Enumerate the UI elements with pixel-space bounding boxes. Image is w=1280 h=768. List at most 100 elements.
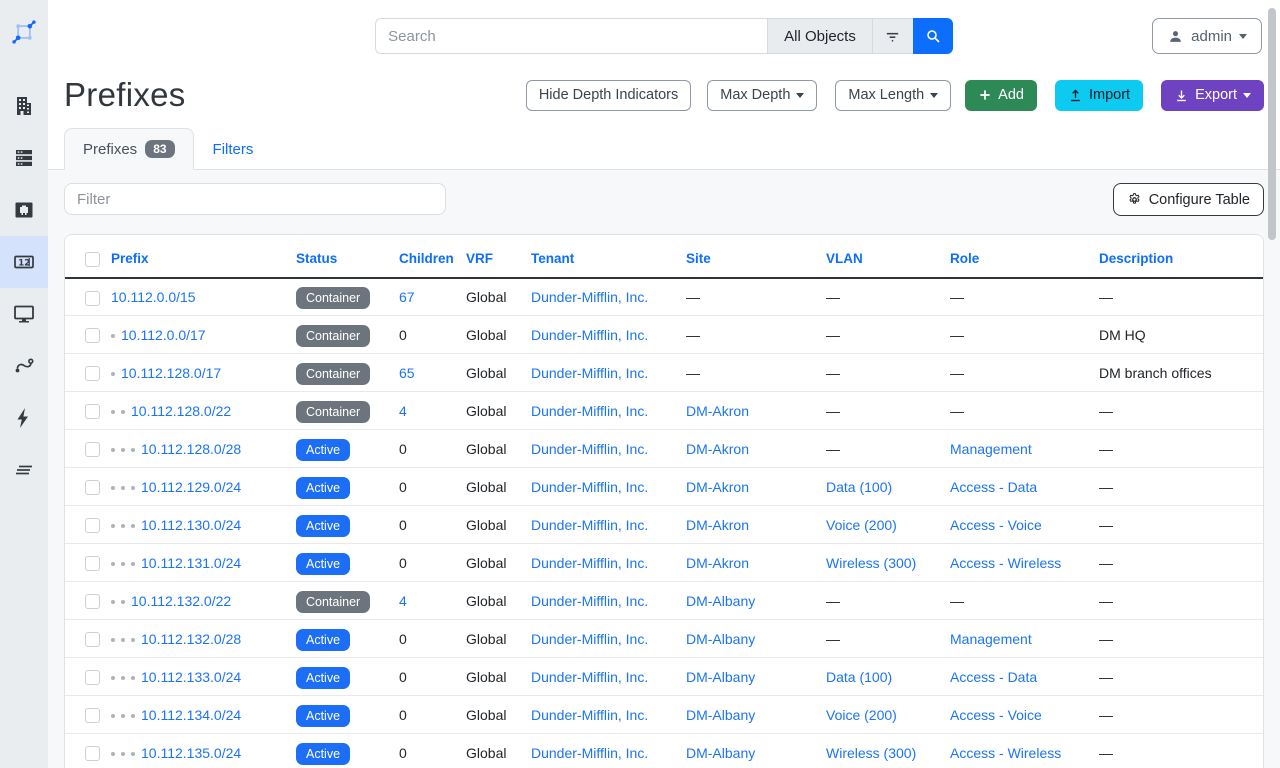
row-checkbox[interactable] bbox=[85, 632, 100, 648]
tenant-link[interactable]: Dunder-Mifflin, Inc. bbox=[531, 592, 649, 609]
search-filter-button[interactable] bbox=[871, 18, 913, 54]
role-link[interactable]: Access - Data bbox=[950, 668, 1038, 685]
role-link[interactable]: Access - Voice bbox=[950, 516, 1042, 533]
sidebar-item-ipam[interactable]: 1 2 bbox=[0, 236, 48, 288]
prefix-link[interactable]: 10.112.130.0/24 bbox=[141, 516, 242, 533]
site-link[interactable]: DM-Akron bbox=[686, 440, 750, 457]
hide-depth-indicators-button[interactable]: Hide Depth Indicators bbox=[525, 79, 692, 111]
prefix-link[interactable]: 10.112.133.0/24 bbox=[141, 668, 242, 685]
row-checkbox[interactable] bbox=[85, 746, 100, 762]
sidebar-item-organization[interactable] bbox=[0, 80, 48, 132]
tenant-link[interactable]: Dunder-Mifflin, Inc. bbox=[531, 364, 649, 381]
column-sort-status[interactable]: Status bbox=[296, 251, 338, 267]
tenant-link[interactable]: Dunder-Mifflin, Inc. bbox=[531, 744, 649, 761]
prefix-link[interactable]: 10.112.0.0/15 bbox=[111, 289, 196, 306]
tenant-link[interactable]: Dunder-Mifflin, Inc. bbox=[531, 516, 649, 533]
prefix-link[interactable]: 10.112.128.0/22 bbox=[131, 402, 232, 419]
site-link[interactable]: DM-Albany bbox=[686, 706, 756, 723]
tab-filters[interactable]: Filters bbox=[212, 141, 254, 158]
row-checkbox[interactable] bbox=[85, 518, 100, 534]
tab-prefixes[interactable]: Prefixes 83 bbox=[64, 128, 194, 170]
column-sort-site[interactable]: Site bbox=[686, 251, 711, 267]
site-link[interactable]: DM-Albany bbox=[686, 744, 756, 761]
children-count-link[interactable]: 65 bbox=[399, 364, 415, 381]
row-checkbox[interactable] bbox=[85, 366, 100, 382]
site-link[interactable]: DM-Albany bbox=[686, 630, 756, 647]
tenant-link[interactable]: Dunder-Mifflin, Inc. bbox=[531, 668, 649, 685]
vlan-link[interactable]: Voice (200) bbox=[826, 706, 897, 723]
row-checkbox[interactable] bbox=[85, 708, 100, 724]
column-sort-children[interactable]: Children bbox=[399, 251, 454, 267]
children-count-link[interactable]: 67 bbox=[399, 289, 415, 306]
site-link[interactable]: DM-Albany bbox=[686, 592, 756, 609]
search-submit-button[interactable] bbox=[912, 18, 953, 54]
row-checkbox[interactable] bbox=[85, 556, 100, 572]
role-link[interactable]: Management bbox=[950, 440, 1032, 457]
row-checkbox[interactable] bbox=[85, 290, 100, 306]
role-link[interactable]: Access - Wireless bbox=[950, 554, 1062, 571]
prefix-link[interactable]: 10.112.135.0/24 bbox=[141, 744, 242, 761]
prefix-link[interactable]: 10.112.128.0/17 bbox=[121, 364, 222, 381]
search-input[interactable] bbox=[375, 18, 768, 54]
export-dropdown[interactable]: Export bbox=[1161, 79, 1264, 111]
prefix-link[interactable]: 10.112.0.0/17 bbox=[121, 326, 206, 343]
select-all-checkbox[interactable] bbox=[85, 251, 100, 267]
row-checkbox[interactable] bbox=[85, 328, 100, 344]
children-count-link[interactable]: 4 bbox=[399, 592, 407, 609]
vlan-link[interactable]: Wireless (300) bbox=[826, 744, 917, 761]
row-checkbox[interactable] bbox=[85, 404, 100, 420]
site-link[interactable]: DM-Akron bbox=[686, 402, 750, 419]
vlan-link[interactable]: Data (100) bbox=[826, 478, 893, 495]
site-link[interactable]: DM-Akron bbox=[686, 478, 750, 495]
column-sort-vrf[interactable]: VRF bbox=[466, 251, 493, 267]
import-button[interactable]: Import bbox=[1054, 79, 1144, 111]
vlan-link[interactable]: Voice (200) bbox=[826, 516, 897, 533]
tenant-link[interactable]: Dunder-Mifflin, Inc. bbox=[531, 554, 649, 571]
tenant-link[interactable]: Dunder-Mifflin, Inc. bbox=[531, 402, 649, 419]
tenant-link[interactable]: Dunder-Mifflin, Inc. bbox=[531, 289, 649, 306]
max-depth-dropdown[interactable]: Max Depth bbox=[707, 79, 818, 111]
column-sort-prefix[interactable]: Prefix bbox=[111, 251, 149, 267]
tenant-link[interactable]: Dunder-Mifflin, Inc. bbox=[531, 440, 649, 457]
role-link[interactable]: Management bbox=[950, 630, 1032, 647]
page-scrollbar-thumb[interactable] bbox=[1268, 8, 1276, 240]
prefix-link[interactable]: 10.112.131.0/24 bbox=[141, 554, 242, 571]
children-count-link[interactable]: 4 bbox=[399, 402, 407, 419]
column-sort-vlan[interactable]: VLAN bbox=[826, 251, 863, 267]
table-filter-input[interactable] bbox=[64, 183, 446, 215]
configure-table-button[interactable]: Configure Table bbox=[1112, 183, 1264, 216]
prefix-link[interactable]: 10.112.134.0/24 bbox=[141, 706, 242, 723]
column-sort-tenant[interactable]: Tenant bbox=[531, 251, 575, 267]
prefix-link[interactable]: 10.112.129.0/24 bbox=[141, 478, 242, 495]
row-checkbox[interactable] bbox=[85, 442, 100, 458]
column-sort-role[interactable]: Role bbox=[950, 251, 980, 267]
site-link[interactable]: DM-Akron bbox=[686, 516, 750, 533]
sidebar-item-provider-networks[interactable] bbox=[0, 444, 48, 496]
prefix-link[interactable]: 10.112.132.0/28 bbox=[141, 630, 242, 647]
site-link[interactable]: DM-Akron bbox=[686, 554, 750, 571]
sidebar-item-devices[interactable] bbox=[0, 132, 48, 184]
role-link[interactable]: Access - Voice bbox=[950, 706, 1042, 723]
prefix-link[interactable]: 10.112.132.0/22 bbox=[131, 592, 232, 609]
tenant-link[interactable]: Dunder-Mifflin, Inc. bbox=[531, 630, 649, 647]
max-length-dropdown[interactable]: Max Length bbox=[835, 79, 952, 111]
row-checkbox[interactable] bbox=[85, 480, 100, 496]
column-sort-description[interactable]: Description bbox=[1099, 251, 1174, 267]
tenant-link[interactable]: Dunder-Mifflin, Inc. bbox=[531, 326, 649, 343]
row-checkbox[interactable] bbox=[85, 670, 100, 686]
user-menu-button[interactable]: admin bbox=[1152, 18, 1262, 54]
role-link[interactable]: Access - Data bbox=[950, 478, 1038, 495]
sidebar-item-power[interactable] bbox=[0, 392, 48, 444]
tenant-link[interactable]: Dunder-Mifflin, Inc. bbox=[531, 478, 649, 495]
netbox-logo[interactable] bbox=[0, 0, 48, 64]
search-scope-button[interactable]: All Objects bbox=[767, 18, 872, 54]
site-link[interactable]: DM-Albany bbox=[686, 668, 756, 685]
role-link[interactable]: Access - Wireless bbox=[950, 744, 1062, 761]
prefix-link[interactable]: 10.112.128.0/28 bbox=[141, 440, 242, 457]
row-checkbox[interactable] bbox=[85, 594, 100, 610]
vlan-link[interactable]: Data (100) bbox=[826, 668, 893, 685]
sidebar-item-circuits[interactable] bbox=[0, 340, 48, 392]
sidebar-item-virtualization[interactable] bbox=[0, 288, 48, 340]
vlan-link[interactable]: Wireless (300) bbox=[826, 554, 917, 571]
tenant-link[interactable]: Dunder-Mifflin, Inc. bbox=[531, 706, 649, 723]
